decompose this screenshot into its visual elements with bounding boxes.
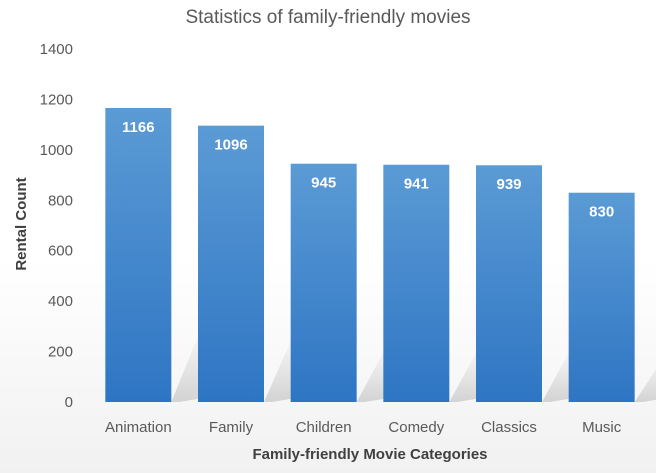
y-tick-label: 1400	[40, 41, 73, 58]
y-tick-label: 1000	[40, 142, 73, 159]
bar-shadow	[542, 343, 574, 402]
bar-value-label: 945	[311, 175, 336, 192]
bar-value-label: 1096	[214, 137, 247, 154]
bar-value-label: 830	[589, 204, 614, 221]
y-tick-label: 0	[65, 394, 73, 411]
bar-shadow	[449, 342, 482, 402]
x-tick-label: Classics	[481, 419, 537, 436]
x-tick-label: Comedy	[388, 419, 444, 436]
x-tick-label: Children	[296, 419, 352, 436]
bar-shadows	[171, 323, 656, 402]
bar-classics	[476, 165, 542, 402]
x-axis-title: Family-friendly Movie Categories	[252, 446, 487, 463]
bar-children	[290, 163, 357, 402]
bar-shadow	[356, 342, 389, 402]
chart-title: Statistics of family-friendly movies	[185, 7, 470, 28]
bar-value-label: 941	[404, 176, 429, 193]
bar-music	[568, 192, 635, 402]
y-tick-label: 600	[48, 243, 73, 260]
bar-animation	[105, 108, 172, 402]
y-axis-title: Rental Count	[13, 177, 30, 270]
bar-value-label: 939	[496, 176, 521, 193]
x-axis-ticks: Animation Family Children Comedy Classics Mus…	[105, 419, 622, 436]
y-tick-label: 800	[48, 192, 73, 209]
y-axis-ticks: 0 200 400 600 800 1000 1200 1400	[40, 41, 73, 411]
x-tick-label: Music	[582, 419, 622, 436]
bars: 1166 1096 945 941 939 830	[105, 108, 635, 402]
bar-value-label: 1166	[122, 119, 155, 136]
bar-shadow	[171, 323, 204, 402]
bar-shadow	[264, 329, 296, 402]
y-tick-label: 200	[48, 344, 73, 361]
x-tick-label: Family	[209, 419, 254, 436]
bar-shadow	[634, 369, 656, 402]
bar-family	[198, 125, 264, 402]
y-tick-label: 400	[48, 293, 73, 310]
bar-comedy	[383, 164, 450, 402]
y-tick-label: 1200	[40, 91, 73, 108]
x-tick-label: Animation	[105, 419, 172, 436]
